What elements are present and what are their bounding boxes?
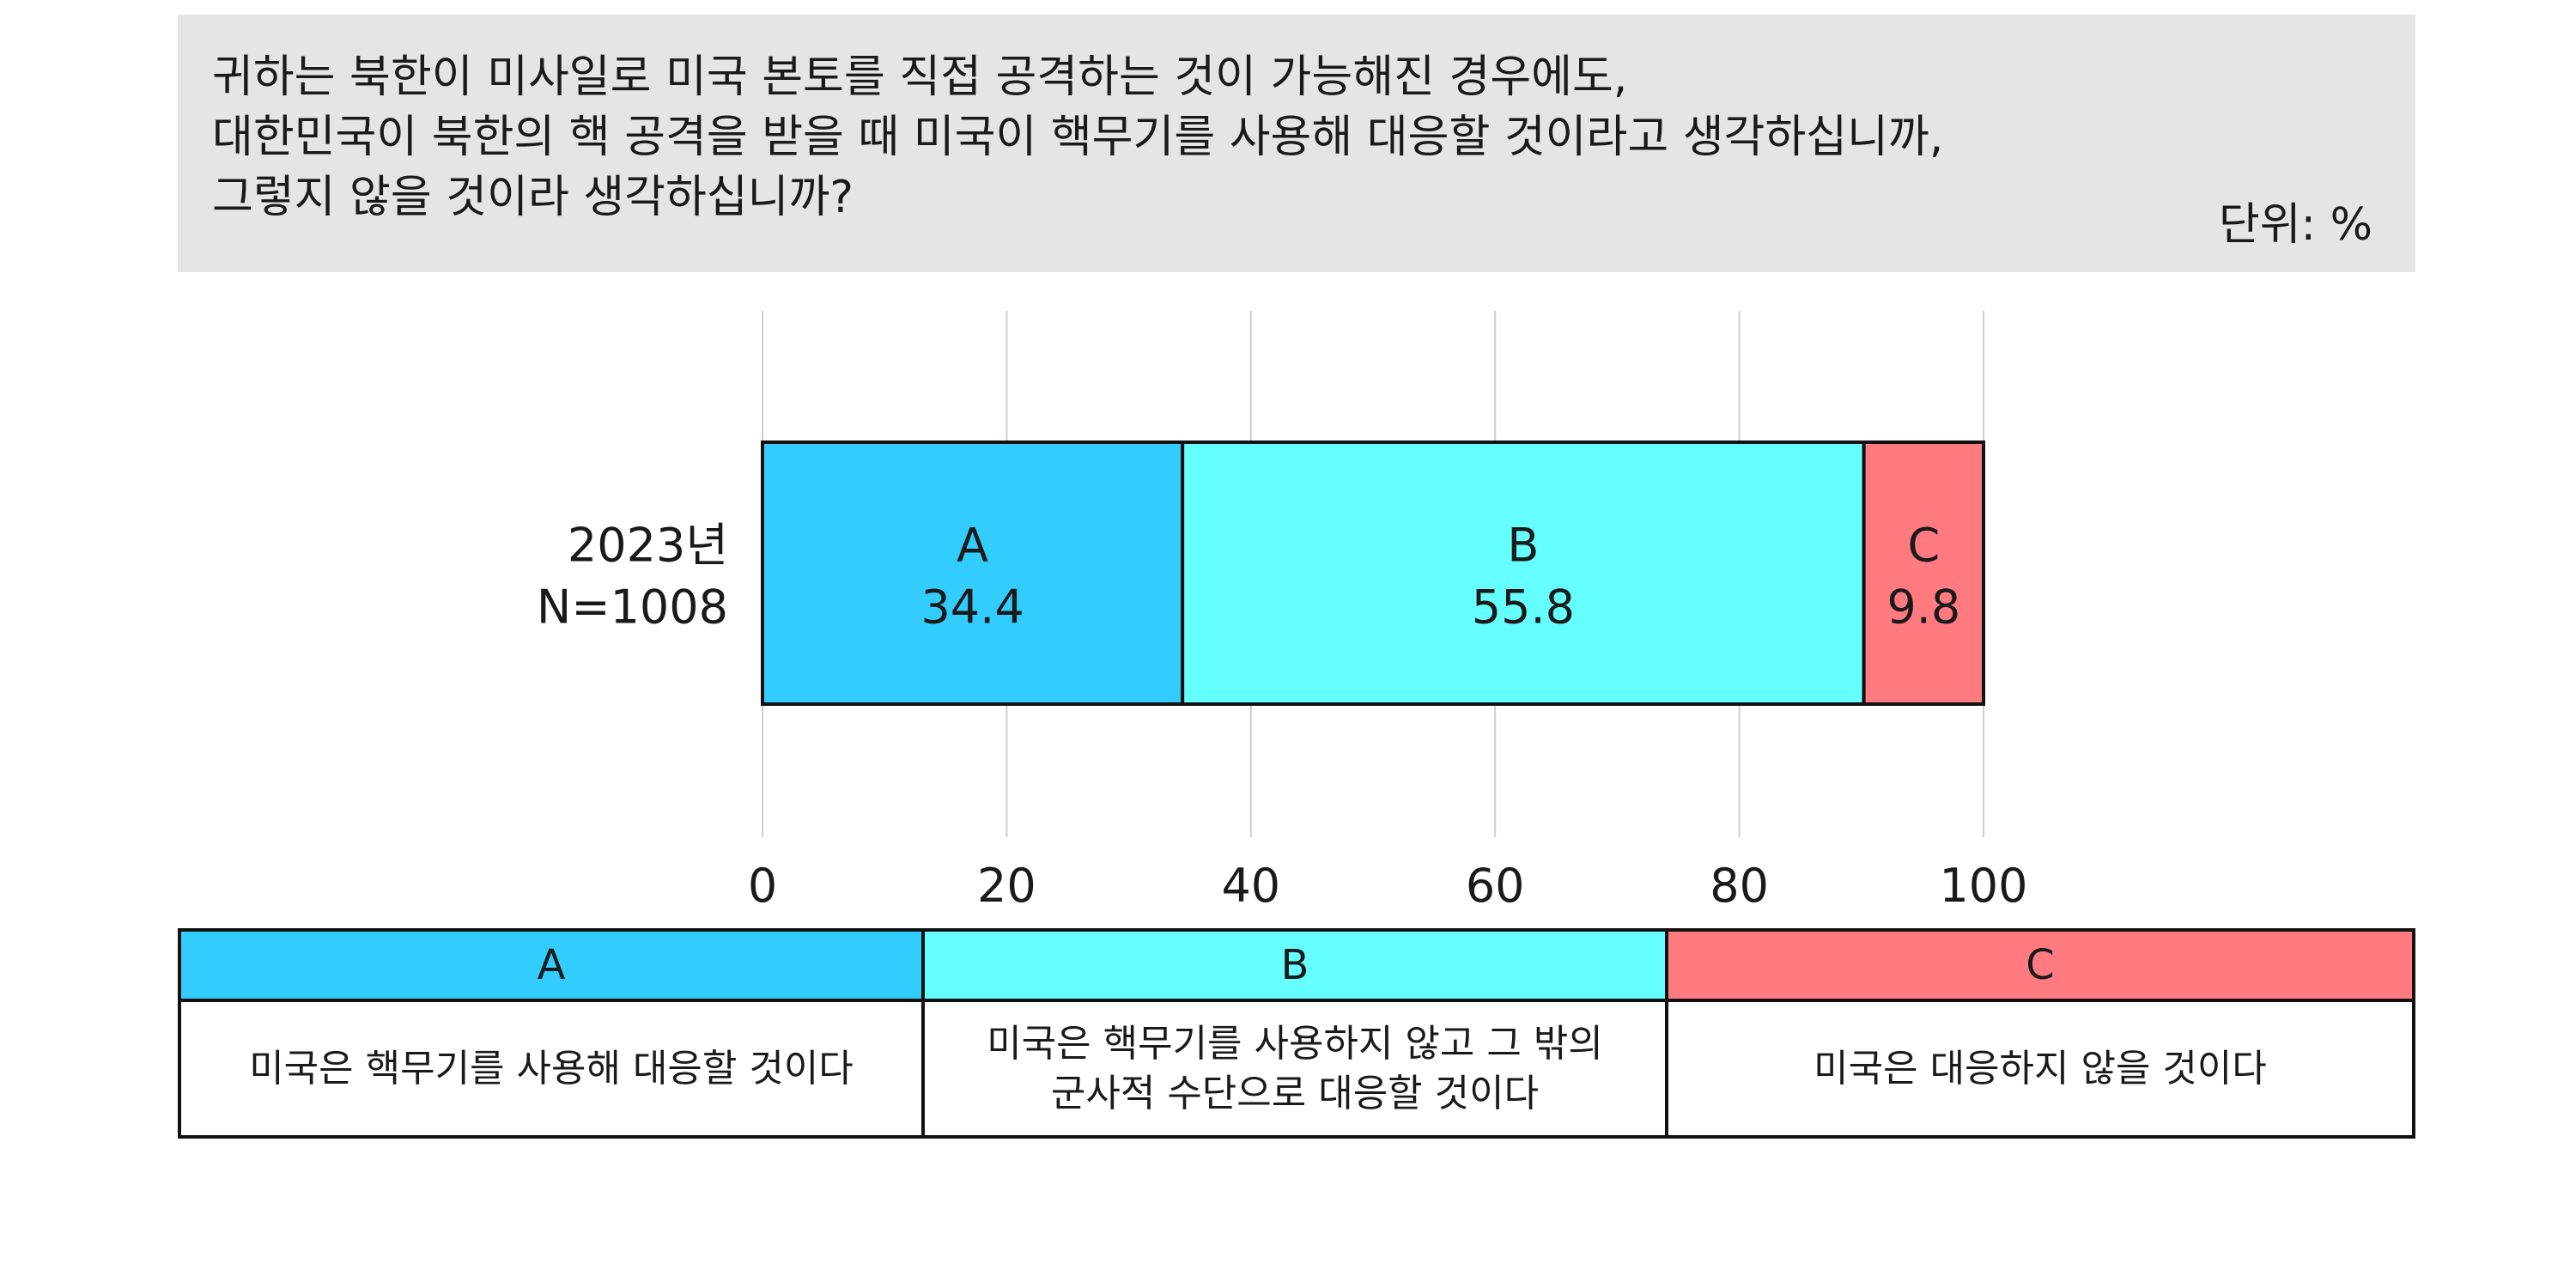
bar-series-label-c: C [1907,519,1940,573]
question-line-1: 귀하는 북한이 미사일로 미국 본토를 직접 공격하는 것이 가능해진 경우에도… [212,52,1628,103]
category-label-line-2: N=1008 [537,580,728,635]
legend-description-b: 미국은 핵무기를 사용하지 않고 그 밖의 군사적 수단으로 대응할 것이다 [925,1002,1668,1135]
x-tick-label-20: 20 [977,859,1036,913]
bar-series-label-b: B [1507,519,1539,573]
question-box: 귀하는 북한이 미사일로 미국 본토를 직접 공격하는 것이 가능해진 경우에도… [178,15,2415,272]
x-tick-label-80: 80 [1710,859,1769,913]
question-line-2: 대한민국이 북한의 핵 공격을 받을 때 미국이 핵무기를 사용해 대응할 것이… [212,112,1944,163]
bar-segment-b [1181,440,1866,706]
bar-value-label-b: 55.8 [1472,580,1575,635]
legend-header-b: B [925,932,1668,1002]
bar-value-label-a: 34.4 [920,580,1024,635]
question-line-3: 그렇지 않을 것이라 생각하십니까? [212,172,854,223]
bar-series-label-a: A [957,519,988,573]
x-tick-label-60: 60 [1466,859,1525,913]
unit-label: 단위: % [2218,199,2372,251]
bar-segment-c [1862,440,1986,706]
stacked-bar-chart: 0 20 40 60 80 100 A 34.4 B 55.8 C 9.8 2023년 N=1008 [537,311,2028,913]
legend-table: A B C 미국은 핵무기를 사용해 대응할 것이다 미국은 핵무기를 사용하지… [178,928,2415,1139]
bar-segment-a [761,440,1185,706]
legend-header-c: C [1668,932,2412,1002]
category-label-line-1: 2023년 [568,519,728,573]
legend-description-c: 미국은 대응하지 않을 것이다 [1814,1046,2267,1091]
legend-header-a: A [181,932,925,1002]
x-tick-label-40: 40 [1221,859,1280,913]
bar-value-label-c: 9.8 [1886,580,1960,635]
x-tick-label-100: 100 [1939,859,2027,913]
x-tick-label-0: 0 [748,859,777,913]
legend-description-a: 미국은 핵무기를 사용해 대응할 것이다 [181,1002,925,1135]
